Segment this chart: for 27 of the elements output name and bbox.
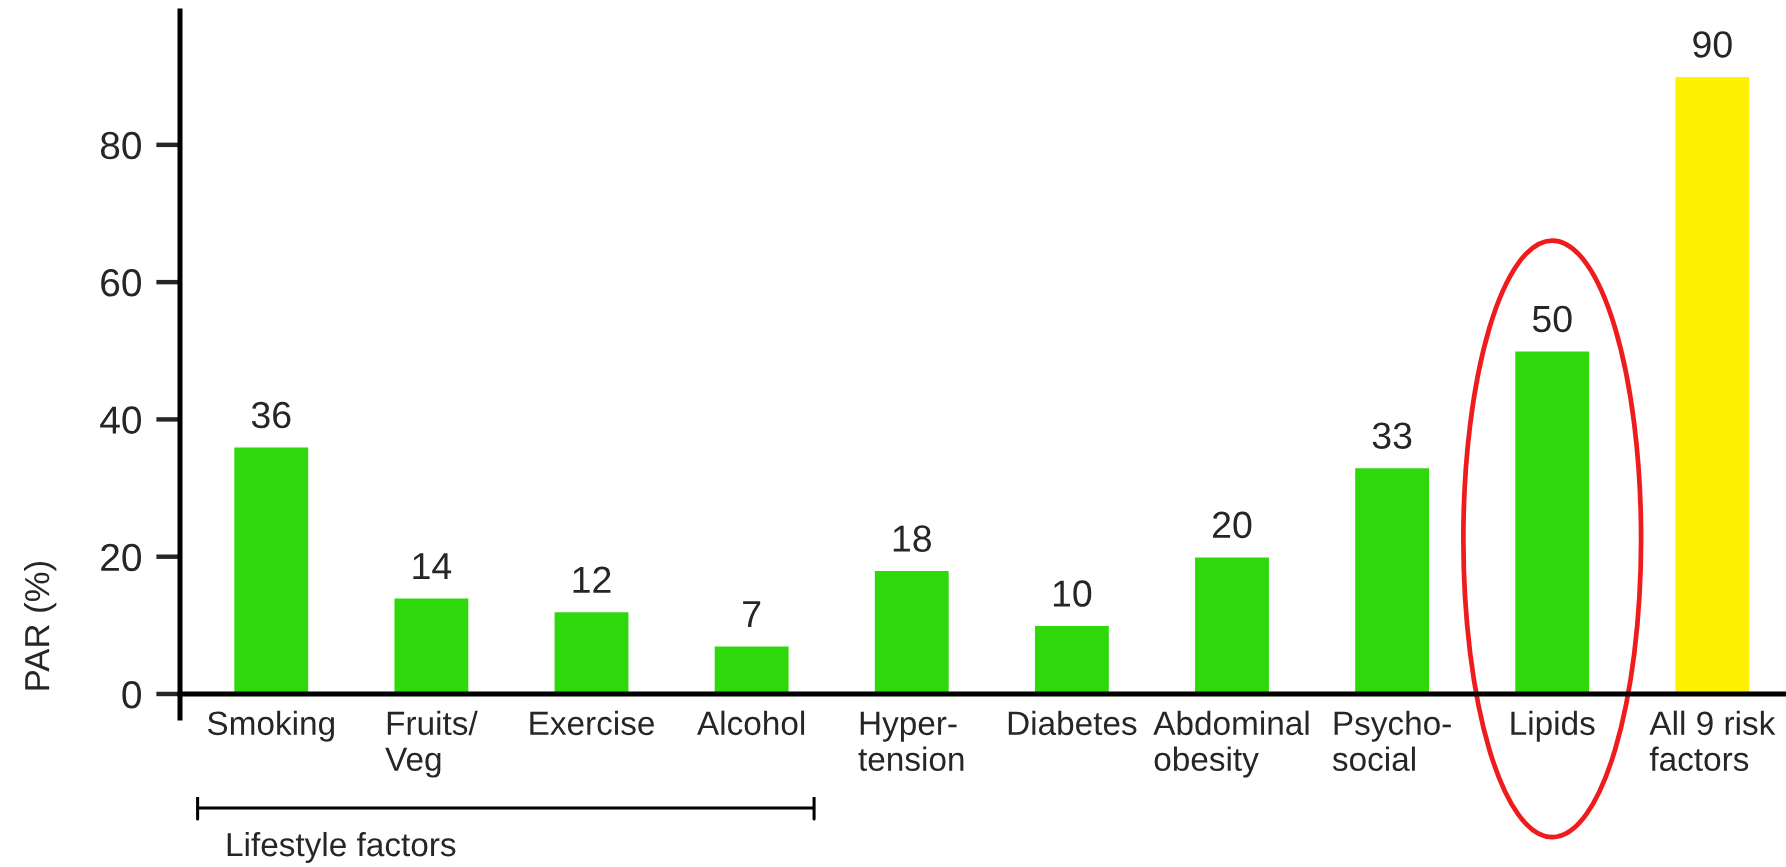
y-tick-label: 0 (122, 680, 141, 709)
y-tick-label: 20 (101, 543, 141, 572)
x-tick-label: Alcohol (697, 710, 805, 736)
data-label: 33 (1372, 422, 1412, 449)
y-tick-label: 60 (101, 269, 141, 297)
x-tick-label: Smoking (207, 710, 334, 742)
data-label: 20 (1213, 511, 1252, 539)
x-tick-label: Diabetes (1008, 710, 1137, 736)
data-label: 14 (413, 553, 452, 579)
x-tick-label: Psycho- social (1332, 710, 1451, 772)
x-tick-label: Fruits/ Veg (385, 710, 478, 778)
data-label: 12 (573, 566, 611, 593)
data-label: 7 (743, 601, 761, 628)
data-label: 10 (1053, 580, 1092, 607)
text: Lifestyle factors (227, 831, 456, 863)
x-tick-label: All 9 risk factors (1649, 710, 1776, 772)
data-label: 50 (1532, 305, 1572, 333)
data-label: 18 (893, 525, 931, 552)
x-tick-label: Exercise (530, 710, 654, 736)
y-tick-label: 40 (100, 406, 141, 434)
x-tick-label: Abdominal obesity (1153, 710, 1309, 778)
y-axis-title: PAR (%) (23, 562, 57, 690)
x-tick-label: Lipids (1511, 710, 1595, 742)
data-label: 36 (251, 401, 291, 429)
x-tick-label: Hyper- tension (858, 711, 964, 772)
y-tick-label: 80 (100, 131, 141, 160)
data-label: 90 (1693, 31, 1732, 58)
